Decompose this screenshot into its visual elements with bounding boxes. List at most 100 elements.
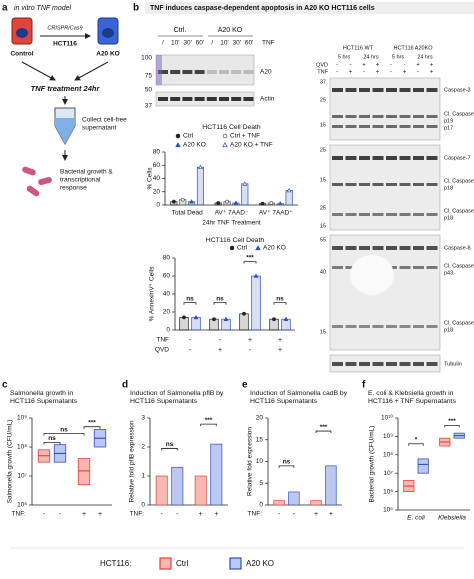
band — [359, 125, 370, 128]
label: 60' — [196, 40, 204, 47]
label: + — [362, 63, 366, 69]
significance-bracket — [444, 424, 460, 428]
band — [399, 266, 411, 269]
band — [219, 97, 229, 101]
y-tick-label: 10⁷ — [17, 473, 27, 480]
band — [386, 88, 397, 92]
panel-label: b — [133, 3, 139, 14]
label: Caspase-8 — [444, 245, 471, 251]
box — [417, 458, 429, 474]
x-tick-label: AV⁺ 7AAD⁺ — [259, 210, 293, 217]
label: Caspase-7 — [444, 155, 471, 161]
bar — [273, 500, 285, 506]
label: - — [249, 347, 252, 354]
y-axis-label: % AnnexinV⁺ Cells — [149, 266, 156, 321]
band — [170, 70, 181, 74]
legend-label: Ctrl — [176, 559, 189, 568]
band — [243, 97, 254, 101]
point — [223, 316, 229, 321]
y-tick-label: 10⁶ — [17, 502, 27, 509]
label: 40 — [320, 269, 326, 275]
panel-label: f — [362, 380, 366, 391]
band — [372, 246, 384, 250]
label: A20 — [260, 69, 272, 76]
x-tick-label: - — [176, 511, 179, 518]
significance-bracket — [315, 430, 332, 434]
blot — [155, 91, 255, 107]
x-tick-label: Klebsiella — [438, 515, 466, 522]
label: p17 — [444, 125, 453, 131]
band — [332, 325, 343, 328]
band — [359, 183, 370, 186]
label: / — [162, 40, 164, 47]
legend-marker — [229, 245, 235, 251]
point — [171, 199, 176, 204]
label: 15 — [320, 177, 326, 183]
label: p18 — [444, 185, 453, 191]
label: p18 — [444, 215, 453, 221]
label: + — [430, 70, 434, 76]
y-tick-label: 40 — [153, 175, 161, 182]
band — [426, 88, 438, 92]
panel-label: c — [2, 380, 8, 391]
label: TNF induces caspase-dependent apoptosis … — [150, 5, 375, 12]
band — [219, 70, 229, 74]
point — [260, 201, 265, 206]
label: 25 — [320, 147, 326, 153]
label: 15 — [320, 122, 326, 128]
band — [413, 362, 424, 366]
legend-label: A20 KO + TNF — [230, 142, 273, 149]
bar — [241, 183, 249, 206]
label: in vitro TNF model — [14, 5, 71, 12]
label: - — [390, 70, 392, 76]
chart-title: E. coli & Klebsiella growth in — [368, 390, 454, 397]
label: Cl. Caspase-3 — [444, 111, 474, 117]
band — [399, 246, 411, 250]
label: 5 hrs — [392, 54, 404, 60]
y-tick-label: 40 — [163, 291, 171, 298]
label: 30' — [233, 40, 241, 47]
label: HCT116 — [53, 41, 77, 48]
band — [399, 88, 411, 92]
band — [345, 362, 357, 366]
label: - — [336, 70, 338, 76]
label: 15 — [320, 329, 326, 335]
significance-bracket — [43, 441, 61, 445]
x-tick-label: + — [329, 511, 333, 518]
label: Bacterial growth & — [60, 169, 113, 176]
band — [426, 246, 438, 250]
y-tick-label: 0 — [156, 202, 160, 209]
row-label: TNF: — [248, 511, 263, 518]
x-tick-label: E. coli — [407, 515, 425, 522]
point — [225, 199, 229, 204]
y-axis-label: % Cells — [147, 167, 154, 190]
band — [372, 325, 384, 328]
point — [193, 314, 199, 320]
bar — [325, 465, 337, 506]
bar — [196, 166, 205, 206]
label: - — [390, 63, 392, 69]
band — [206, 97, 217, 101]
y-tick-label: 20 — [163, 309, 171, 316]
blot — [329, 77, 441, 141]
band — [158, 97, 168, 101]
band — [399, 362, 411, 366]
band — [359, 88, 370, 92]
y-tick-label: 10⁶ — [383, 488, 393, 495]
label: / — [211, 40, 213, 47]
band — [332, 125, 343, 128]
label: + — [218, 347, 222, 354]
band — [413, 213, 424, 216]
significance: ns — [283, 459, 291, 466]
label: supernatant — [82, 125, 117, 132]
y-tick-label: 10⁹ — [383, 433, 393, 440]
x-tick-label: + — [98, 511, 102, 518]
point — [253, 273, 259, 278]
y-tick-label: 60 — [153, 162, 161, 169]
label: - — [350, 63, 352, 69]
arrow — [21, 61, 56, 81]
band — [243, 70, 254, 74]
label: + — [278, 347, 282, 354]
band — [426, 125, 438, 128]
y-tick-label: 0 — [166, 327, 170, 334]
